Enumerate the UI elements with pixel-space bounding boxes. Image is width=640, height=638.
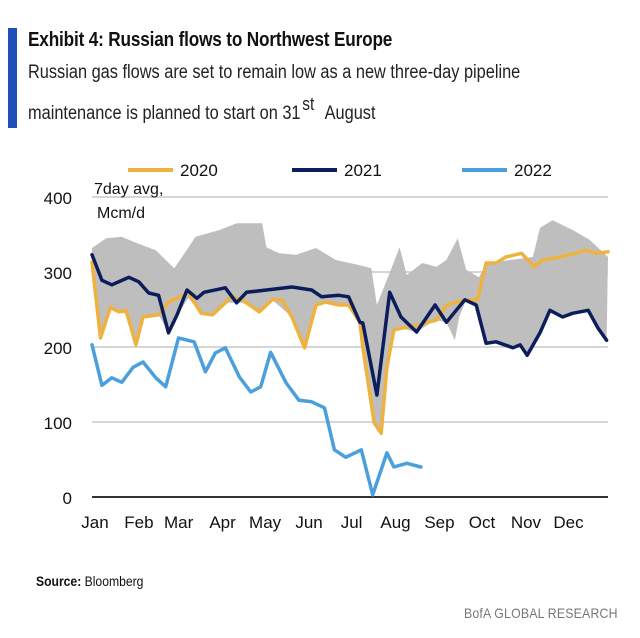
x-tick-label: Nov — [511, 513, 542, 532]
y-tick-label: 200 — [44, 339, 72, 358]
series-line-2021 — [90, 253, 609, 397]
legend-label-2022: 2022 — [514, 161, 552, 180]
x-tick-label: Mar — [164, 513, 194, 532]
source-label: Source: — [36, 574, 82, 589]
series-line-2022 — [90, 336, 423, 497]
x-tick-label: Dec — [553, 513, 584, 532]
y-tick-label: 400 — [44, 189, 72, 208]
y-tick-label: 100 — [44, 414, 72, 433]
x-tick-label: Sep — [424, 513, 454, 532]
range-band — [92, 220, 608, 434]
y-axis-label-line2: Mcm/d — [97, 205, 145, 222]
legend-label-2021: 2021 — [344, 161, 382, 180]
source-note: Source: Bloomberg — [36, 574, 143, 589]
legend-label-2020: 2020 — [180, 161, 218, 180]
x-tick-label: Apr — [209, 513, 236, 532]
source-value: Bloomberg — [84, 574, 144, 589]
subtitle-text-a: maintenance is planned to start on 31 — [28, 103, 301, 124]
chart-subtitle-line2: maintenance is planned to start on 31st A… — [28, 95, 376, 125]
brand-label: BofA GLOBAL RESEARCH — [464, 605, 618, 621]
x-tick-label: Jan — [81, 513, 108, 532]
chart-title: Exhibit 4: Russian flows to Northwest Eu… — [28, 29, 393, 51]
subtitle-text-b: August — [324, 103, 376, 124]
x-tick-label: Aug — [380, 513, 410, 532]
y-tick-label: 0 — [63, 489, 72, 508]
x-tick-label: Feb — [124, 513, 153, 532]
chart-subtitle-line1: Russian gas flows are set to remain low … — [28, 62, 521, 83]
subtitle-superscript: st — [302, 94, 315, 114]
y-tick-label: 300 — [44, 264, 72, 283]
accent-bar — [8, 28, 17, 128]
x-tick-label: Oct — [469, 513, 496, 532]
y-axis-label-line1: 7day avg, — [94, 181, 163, 198]
x-tick-label: Jun — [295, 513, 322, 532]
x-tick-label: Jul — [341, 513, 363, 532]
x-tick-label: May — [249, 513, 282, 532]
